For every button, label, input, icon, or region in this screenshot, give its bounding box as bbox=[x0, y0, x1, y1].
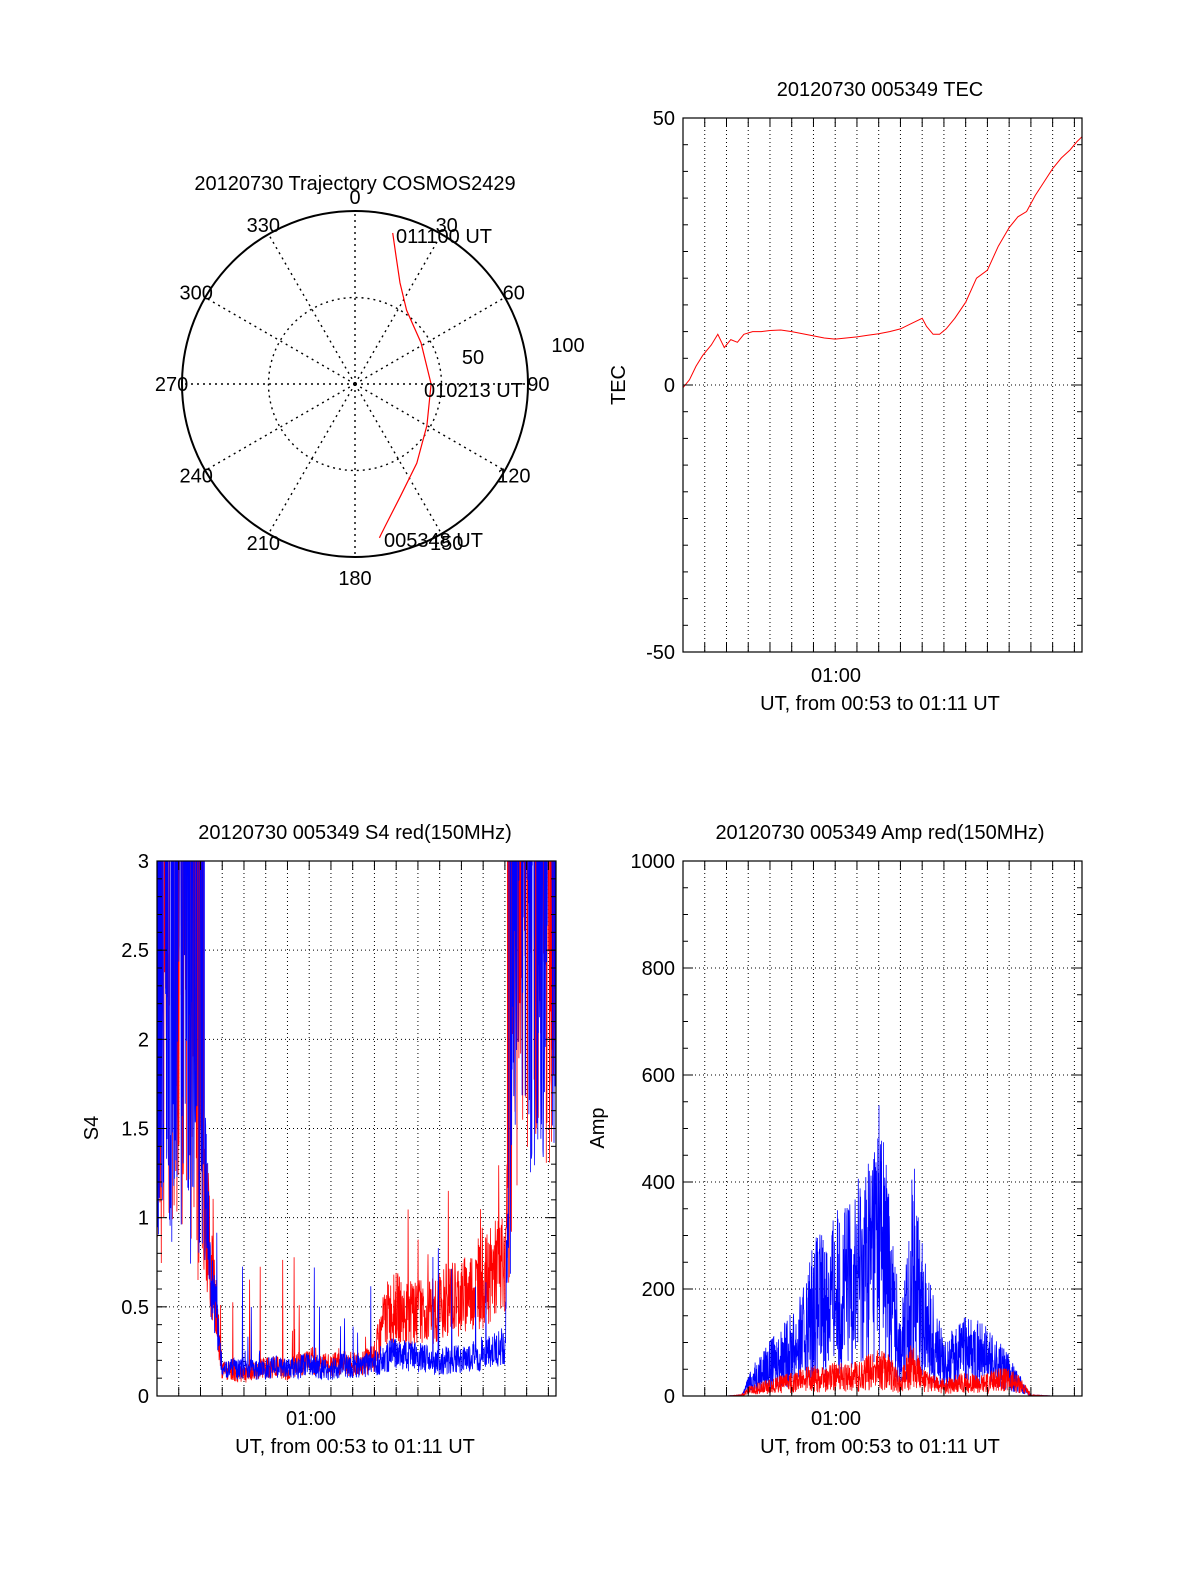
tec-grid bbox=[683, 118, 1082, 652]
polar-grid bbox=[181, 210, 529, 558]
polar-spoke bbox=[354, 233, 443, 385]
s4-series-line-blue bbox=[157, 861, 556, 1381]
tec-series-line-red bbox=[683, 136, 1082, 389]
polar-radial-label: 50 bbox=[462, 347, 484, 369]
tec-title: 20120730 005349 TEC bbox=[777, 79, 983, 101]
s4-series-line-red bbox=[157, 861, 556, 1383]
polar-azimuth-label: 300 bbox=[180, 282, 213, 304]
s4-ytick-label: 2 bbox=[138, 1029, 149, 1051]
amp-frame: 0 200 400 600 800 1000 bbox=[631, 851, 1083, 1408]
polar-title: 20120730 Trajectory COSMOS2429 bbox=[194, 173, 515, 195]
polar-azimuth-label: 270 bbox=[155, 374, 188, 396]
polar-azimuth-label: 120 bbox=[497, 466, 530, 488]
s4-frame: 0 0.5 1 1.5 2 2.5 3 bbox=[121, 851, 557, 1408]
amp-xtick-label: 01:00 bbox=[811, 1408, 861, 1430]
amp-ytick-label: 600 bbox=[642, 1065, 675, 1087]
amp-ytick-label: 0 bbox=[664, 1386, 675, 1408]
amp-ylabel: Amp bbox=[587, 1107, 609, 1148]
tec-xlabel: UT, from 00:53 to 01:11 UT bbox=[760, 693, 1000, 715]
tec-series bbox=[683, 136, 1082, 389]
tec-ytick-label: 50 bbox=[653, 108, 675, 130]
amp-xlabel: UT, from 00:53 to 01:11 UT bbox=[760, 1436, 1000, 1458]
polar-azimuth-label: 60 bbox=[503, 282, 525, 304]
tec-ytick-label: 0 bbox=[664, 375, 675, 397]
s4-plot: 20120730 005349 S4 red(150MHz) S4 01:00 … bbox=[81, 822, 557, 1458]
polar-spoke bbox=[267, 233, 356, 385]
polar-series bbox=[378, 232, 432, 539]
polar-spoke bbox=[204, 383, 356, 472]
tec-xtick-label: 01:00 bbox=[811, 665, 861, 687]
s4-xtick-label: 01:00 bbox=[286, 1408, 336, 1430]
amp-title: 20120730 005349 Amp red(150MHz) bbox=[715, 822, 1044, 844]
s4-xlabel: UT, from 00:53 to 01:11 UT bbox=[235, 1436, 475, 1458]
s4-grid bbox=[157, 861, 556, 1396]
polar-spoke bbox=[204, 296, 356, 385]
polar-trajectory-plot: 20120730 Trajectory COSMOS2429 0 30 60 90 12… bbox=[155, 173, 585, 590]
amp-series-line-red bbox=[683, 1345, 1082, 1396]
tec-frame: -50 0 50 bbox=[646, 108, 1083, 664]
polar-spoke bbox=[354, 383, 443, 535]
polar-annotations: 011100 UT 010213 UT 005348 UT bbox=[384, 226, 523, 552]
amp-ytick-label: 400 bbox=[642, 1172, 675, 1194]
polar-trajectory-line bbox=[378, 232, 432, 539]
polar-spoke bbox=[267, 383, 356, 535]
polar-azimuth-label: 30 bbox=[436, 215, 458, 237]
amp-grid bbox=[683, 861, 1082, 1396]
s4-ytick-label: 2.5 bbox=[121, 940, 149, 962]
polar-azimuth-label: 90 bbox=[527, 374, 549, 396]
polar-azimuth-label: 0 bbox=[349, 187, 360, 209]
s4-series bbox=[157, 861, 556, 1383]
polar-spoke bbox=[354, 296, 506, 385]
amp-series-line-blue bbox=[683, 1105, 1082, 1396]
polar-azimuth-label: 180 bbox=[338, 568, 371, 590]
s4-ytick-label: 0.5 bbox=[121, 1297, 149, 1319]
s4-title: 20120730 005349 S4 red(150MHz) bbox=[198, 822, 512, 844]
polar-azimuth-label: 150 bbox=[430, 533, 463, 555]
s4-ylabel: S4 bbox=[81, 1116, 103, 1140]
amp-series bbox=[683, 1105, 1082, 1396]
polar-spoke bbox=[354, 383, 506, 472]
polar-outer-circle bbox=[181, 210, 529, 558]
polar-azimuth-label: 210 bbox=[247, 533, 280, 555]
amp-plot: 20120730 005349 Amp red(150MHz) Amp 01:0… bbox=[587, 822, 1083, 1458]
tec-ytick-label: -50 bbox=[646, 642, 675, 664]
tec-plot: 20120730 005349 TEC TEC 01:00 UT, from 0… bbox=[608, 79, 1083, 715]
polar-azimuth-label: 240 bbox=[180, 466, 213, 488]
polar-inner-circle bbox=[267, 296, 443, 472]
polar-annotation-label: 010213 UT bbox=[424, 380, 523, 402]
amp-plot-frame bbox=[682, 860, 1083, 1397]
s4-ytick-label: 1 bbox=[138, 1208, 149, 1230]
s4-plot-frame bbox=[156, 860, 557, 1397]
amp-ytick-label: 800 bbox=[642, 958, 675, 980]
s4-ytick-label: 1.5 bbox=[121, 1119, 149, 1141]
polar-radial-label: 100 bbox=[551, 335, 584, 357]
polar-azimuth-label: 330 bbox=[247, 215, 280, 237]
polar-labels: 0 30 60 90 120 150 180 210 240 270 300 330 50 100 bbox=[155, 187, 585, 590]
s4-ytick-label: 0 bbox=[138, 1386, 149, 1408]
amp-ytick-label: 200 bbox=[642, 1279, 675, 1301]
polar-annotation-label: 011100 UT bbox=[396, 226, 492, 248]
tec-plot-frame bbox=[682, 117, 1083, 653]
polar-annotation-label: 005348 UT bbox=[384, 530, 483, 552]
s4-ytick-label: 3 bbox=[138, 851, 149, 873]
amp-ytick-label: 1000 bbox=[631, 851, 676, 873]
tec-ylabel: TEC bbox=[608, 365, 630, 405]
